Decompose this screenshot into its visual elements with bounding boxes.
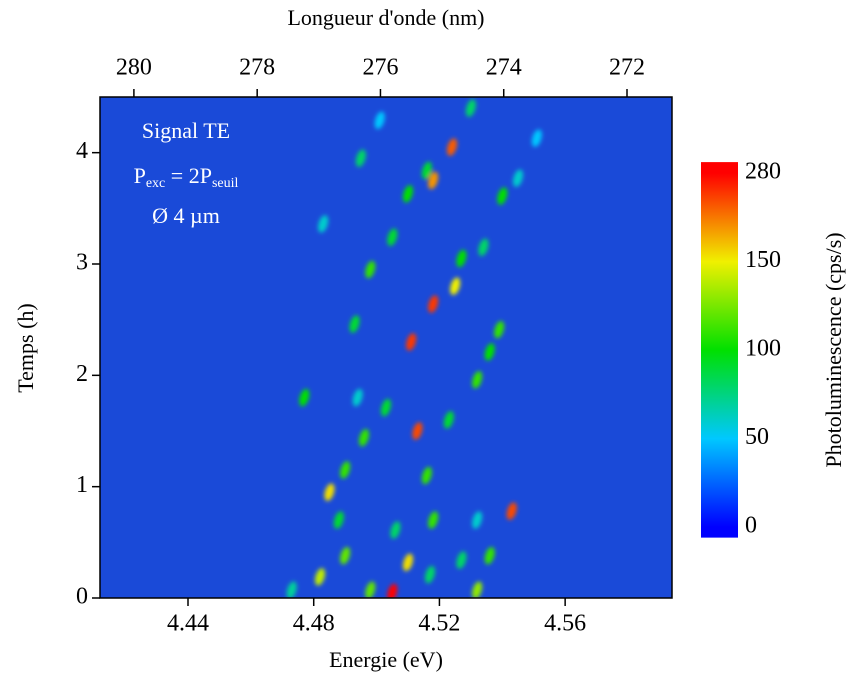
y-axis-label: Temps (h) xyxy=(13,303,38,393)
annotation: Pexc = 2Pseuil xyxy=(134,163,239,191)
spot xyxy=(484,343,495,361)
spot xyxy=(456,249,467,268)
annotation-part: exc xyxy=(146,176,165,191)
spot xyxy=(406,333,417,351)
y-tick-label: 4 xyxy=(76,138,88,164)
spot xyxy=(340,546,351,565)
spot xyxy=(478,238,489,257)
y-tick-label: 1 xyxy=(76,472,88,498)
spot xyxy=(358,428,370,447)
spot xyxy=(352,388,363,407)
spot xyxy=(324,483,335,501)
spot xyxy=(333,511,344,529)
spot xyxy=(428,511,439,529)
spot xyxy=(497,187,508,205)
spots xyxy=(286,99,542,598)
spot xyxy=(472,371,483,389)
annotation: Ø 4 µm xyxy=(152,203,220,228)
x-tick-label: 4.48 xyxy=(293,611,335,637)
spot xyxy=(355,149,366,167)
spot xyxy=(531,129,542,147)
spot xyxy=(472,511,483,529)
y-tick-label: 3 xyxy=(76,250,88,276)
colorbar-tick-label: 50 xyxy=(745,424,769,450)
spot xyxy=(412,422,423,440)
spot xyxy=(314,568,326,586)
spot xyxy=(484,546,495,565)
spot xyxy=(443,411,454,429)
x-tick-label: 4.52 xyxy=(418,611,460,637)
spot xyxy=(428,295,439,313)
colorbar xyxy=(701,162,738,538)
x-tick-label: 4.56 xyxy=(544,611,586,637)
colorbar-label: Photoluminescence (cps/s) xyxy=(821,232,846,467)
spot xyxy=(421,466,432,485)
plot-frame xyxy=(99,96,673,599)
spot xyxy=(456,551,467,569)
spot xyxy=(506,502,517,520)
spot xyxy=(512,169,524,187)
spot xyxy=(390,521,401,539)
spot xyxy=(450,277,461,295)
annotation-part: Ø 4 µm xyxy=(152,203,220,228)
colorbar-tick-label: 0 xyxy=(745,513,757,539)
y-tick-label: 2 xyxy=(76,361,88,387)
x2-tick-label: 272 xyxy=(609,55,645,81)
x2-tick-label: 278 xyxy=(239,55,275,81)
annotation-part: P xyxy=(134,163,146,188)
x2-tick-label: 274 xyxy=(486,55,522,81)
plot-background xyxy=(100,97,672,598)
spot xyxy=(299,388,310,407)
x2-tick-label: 280 xyxy=(116,55,152,81)
spot xyxy=(402,553,414,572)
spot xyxy=(494,320,505,339)
x2-tick-label: 276 xyxy=(362,55,398,81)
spot xyxy=(402,185,414,203)
spot xyxy=(318,215,329,233)
annotation-part: Signal TE xyxy=(142,118,230,143)
y-tick-label: 0 xyxy=(76,584,88,610)
annotation: Signal TE xyxy=(142,118,230,143)
spot xyxy=(374,111,385,130)
colorbar-tick-label: 100 xyxy=(745,336,781,362)
annotation-part: = 2P xyxy=(165,163,212,188)
spot xyxy=(421,161,432,180)
spot xyxy=(472,581,483,598)
spot xyxy=(340,461,351,479)
annotation-part: seuil xyxy=(212,176,239,191)
spot xyxy=(349,315,360,333)
colorbar-tick-label: 150 xyxy=(745,247,781,273)
spot xyxy=(365,260,376,279)
spot xyxy=(446,138,458,156)
x-axis-label: Energie (eV) xyxy=(329,647,443,672)
spot xyxy=(465,99,476,117)
colorbar-tick-label: 280 xyxy=(745,159,781,185)
x2-axis-label: Longueur d'onde (nm) xyxy=(287,5,484,30)
spot xyxy=(428,171,439,190)
spot xyxy=(365,581,376,598)
spot xyxy=(424,565,436,584)
spot xyxy=(286,581,297,598)
spot xyxy=(380,398,392,417)
spot xyxy=(387,228,398,246)
x-tick-label: 4.44 xyxy=(167,611,209,637)
spot xyxy=(387,583,398,598)
